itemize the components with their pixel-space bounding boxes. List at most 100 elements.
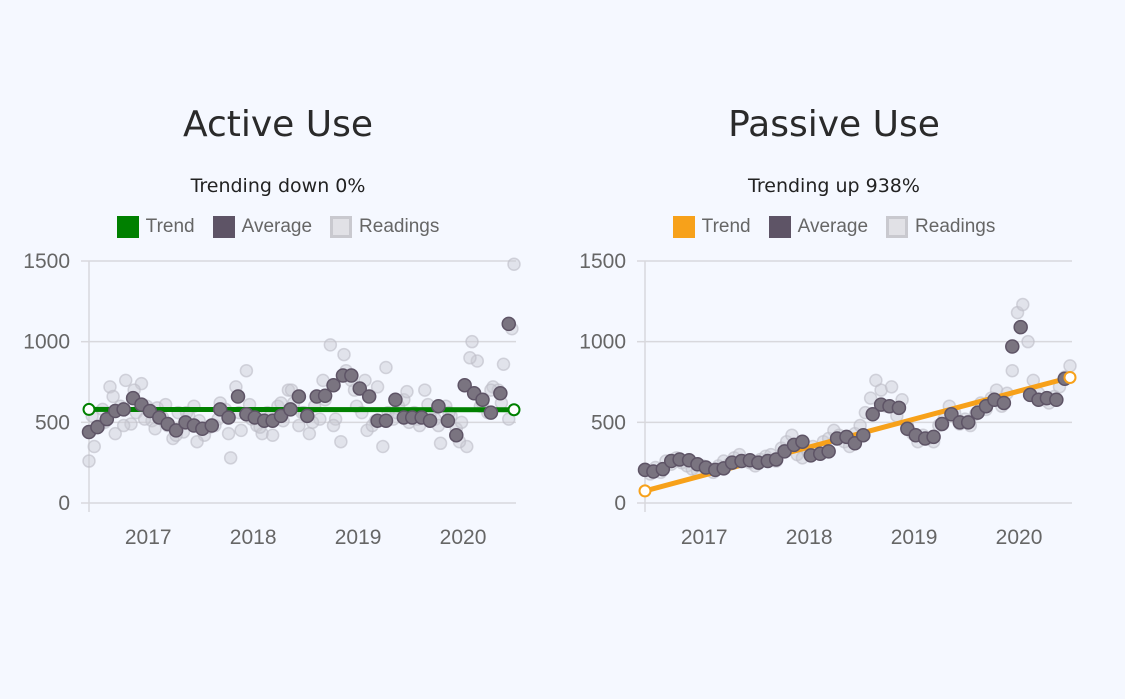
average-swatch xyxy=(212,216,235,238)
x-tick-label: 2020 xyxy=(996,526,1043,549)
chart-legend: Trend Average Readings xyxy=(0,216,556,238)
reading-point xyxy=(418,383,432,397)
reading-point xyxy=(454,415,469,430)
average-point xyxy=(1049,392,1064,407)
average-point xyxy=(344,368,359,383)
average-point xyxy=(326,377,341,393)
x-tick-label: 2019 xyxy=(891,526,938,549)
y-tick-label: 500 xyxy=(591,411,626,434)
reading-point xyxy=(323,338,338,352)
y-tick-label: 0 xyxy=(614,492,626,515)
average-point xyxy=(168,423,184,438)
average-point xyxy=(475,392,490,407)
reading-point xyxy=(400,384,414,399)
legend-item-readings[interactable]: Readings xyxy=(330,216,439,238)
average-point xyxy=(204,418,220,433)
average-point xyxy=(483,405,499,420)
average-point xyxy=(934,416,950,432)
reading-point xyxy=(376,439,390,454)
reading-point xyxy=(108,426,122,441)
reading-point xyxy=(1016,297,1030,312)
legend-label-average: Average xyxy=(797,216,869,237)
average-point xyxy=(440,413,456,428)
reading-point xyxy=(470,354,485,368)
reading-point xyxy=(334,434,348,449)
reading-point xyxy=(863,391,878,405)
legend-item-average[interactable]: Average xyxy=(212,216,312,238)
reading-point xyxy=(302,426,317,441)
average-point xyxy=(300,408,315,424)
average-point xyxy=(352,381,367,396)
active-use-chart: Active Use Trending down 0% Trend Averag… xyxy=(0,0,556,600)
trend-endpoint xyxy=(507,403,521,417)
average-point xyxy=(388,392,403,407)
trend-endpoint xyxy=(82,402,96,416)
average-point xyxy=(283,402,298,417)
reading-point xyxy=(313,412,327,426)
plot-area: 0 500 1000 1500 2017 2018 2019 2020 xyxy=(23,250,521,549)
readings-swatch xyxy=(330,216,353,238)
reading-point xyxy=(1005,363,1020,378)
average-swatch xyxy=(768,216,791,238)
average-point xyxy=(378,413,394,428)
reading-point xyxy=(463,351,477,365)
reading-point xyxy=(326,418,341,433)
reading-point xyxy=(1063,359,1077,373)
average-point xyxy=(317,388,333,403)
average-point xyxy=(1005,339,1020,354)
average-point xyxy=(291,389,307,404)
y-tick-label: 1000 xyxy=(579,331,626,354)
reading-point xyxy=(190,434,204,449)
legend-item-average[interactable]: Average xyxy=(768,216,869,238)
average-point xyxy=(960,415,976,430)
legend-item-trend[interactable]: Trend xyxy=(672,216,751,238)
chart-title: Passive Use xyxy=(728,104,940,145)
y-tick-label: 0 xyxy=(58,492,70,515)
reading-point xyxy=(465,334,479,349)
reading-point xyxy=(239,363,254,378)
x-tick-label: 2017 xyxy=(681,526,728,549)
chart-legend: Trend Average Readings xyxy=(556,216,1112,238)
trend-swatch xyxy=(116,216,139,238)
reading-point xyxy=(106,389,120,404)
trend-endpoint xyxy=(1063,370,1077,384)
reading-point xyxy=(337,347,351,362)
y-tick-label: 1500 xyxy=(579,250,626,273)
reading-point xyxy=(87,439,101,454)
y-tick-label: 500 xyxy=(35,411,70,434)
x-tick-label: 2018 xyxy=(786,526,833,549)
reading-point xyxy=(379,360,393,375)
trend-swatch xyxy=(672,216,695,238)
average-point xyxy=(996,395,1012,411)
reading-point xyxy=(118,373,133,388)
legend-item-trend[interactable]: Trend xyxy=(116,216,195,238)
chart-subtitle: Trending up 938% xyxy=(748,175,920,197)
x-tick-label: 2017 xyxy=(125,526,172,549)
average-point xyxy=(501,316,517,332)
average-point xyxy=(422,413,438,428)
y-tick-label: 1500 xyxy=(23,250,70,273)
chart-subtitle: Trending down 0% xyxy=(190,175,366,197)
passive-use-chart: Passive Use Trending up 938% Trend Avera… xyxy=(556,0,1112,600)
average-point xyxy=(361,389,377,404)
reading-point xyxy=(884,380,899,394)
average-point xyxy=(230,389,246,404)
average-point xyxy=(891,400,907,416)
reading-point xyxy=(281,383,296,397)
legend-item-readings[interactable]: Readings xyxy=(886,216,995,238)
average-point xyxy=(493,386,508,401)
average-point xyxy=(221,410,236,425)
average-point xyxy=(1013,319,1028,335)
reading-point xyxy=(507,257,521,271)
legend-label-readings: Readings xyxy=(915,216,996,237)
legend-label-readings: Readings xyxy=(359,216,440,237)
reading-point xyxy=(292,418,306,433)
average-point xyxy=(926,429,941,445)
average-point xyxy=(449,427,464,443)
reading-point xyxy=(82,454,96,468)
reading-point xyxy=(234,423,248,438)
chart-title: Active Use xyxy=(182,104,374,145)
reading-point xyxy=(370,380,385,394)
trend-endpoint xyxy=(638,484,652,498)
reading-point xyxy=(496,357,511,372)
